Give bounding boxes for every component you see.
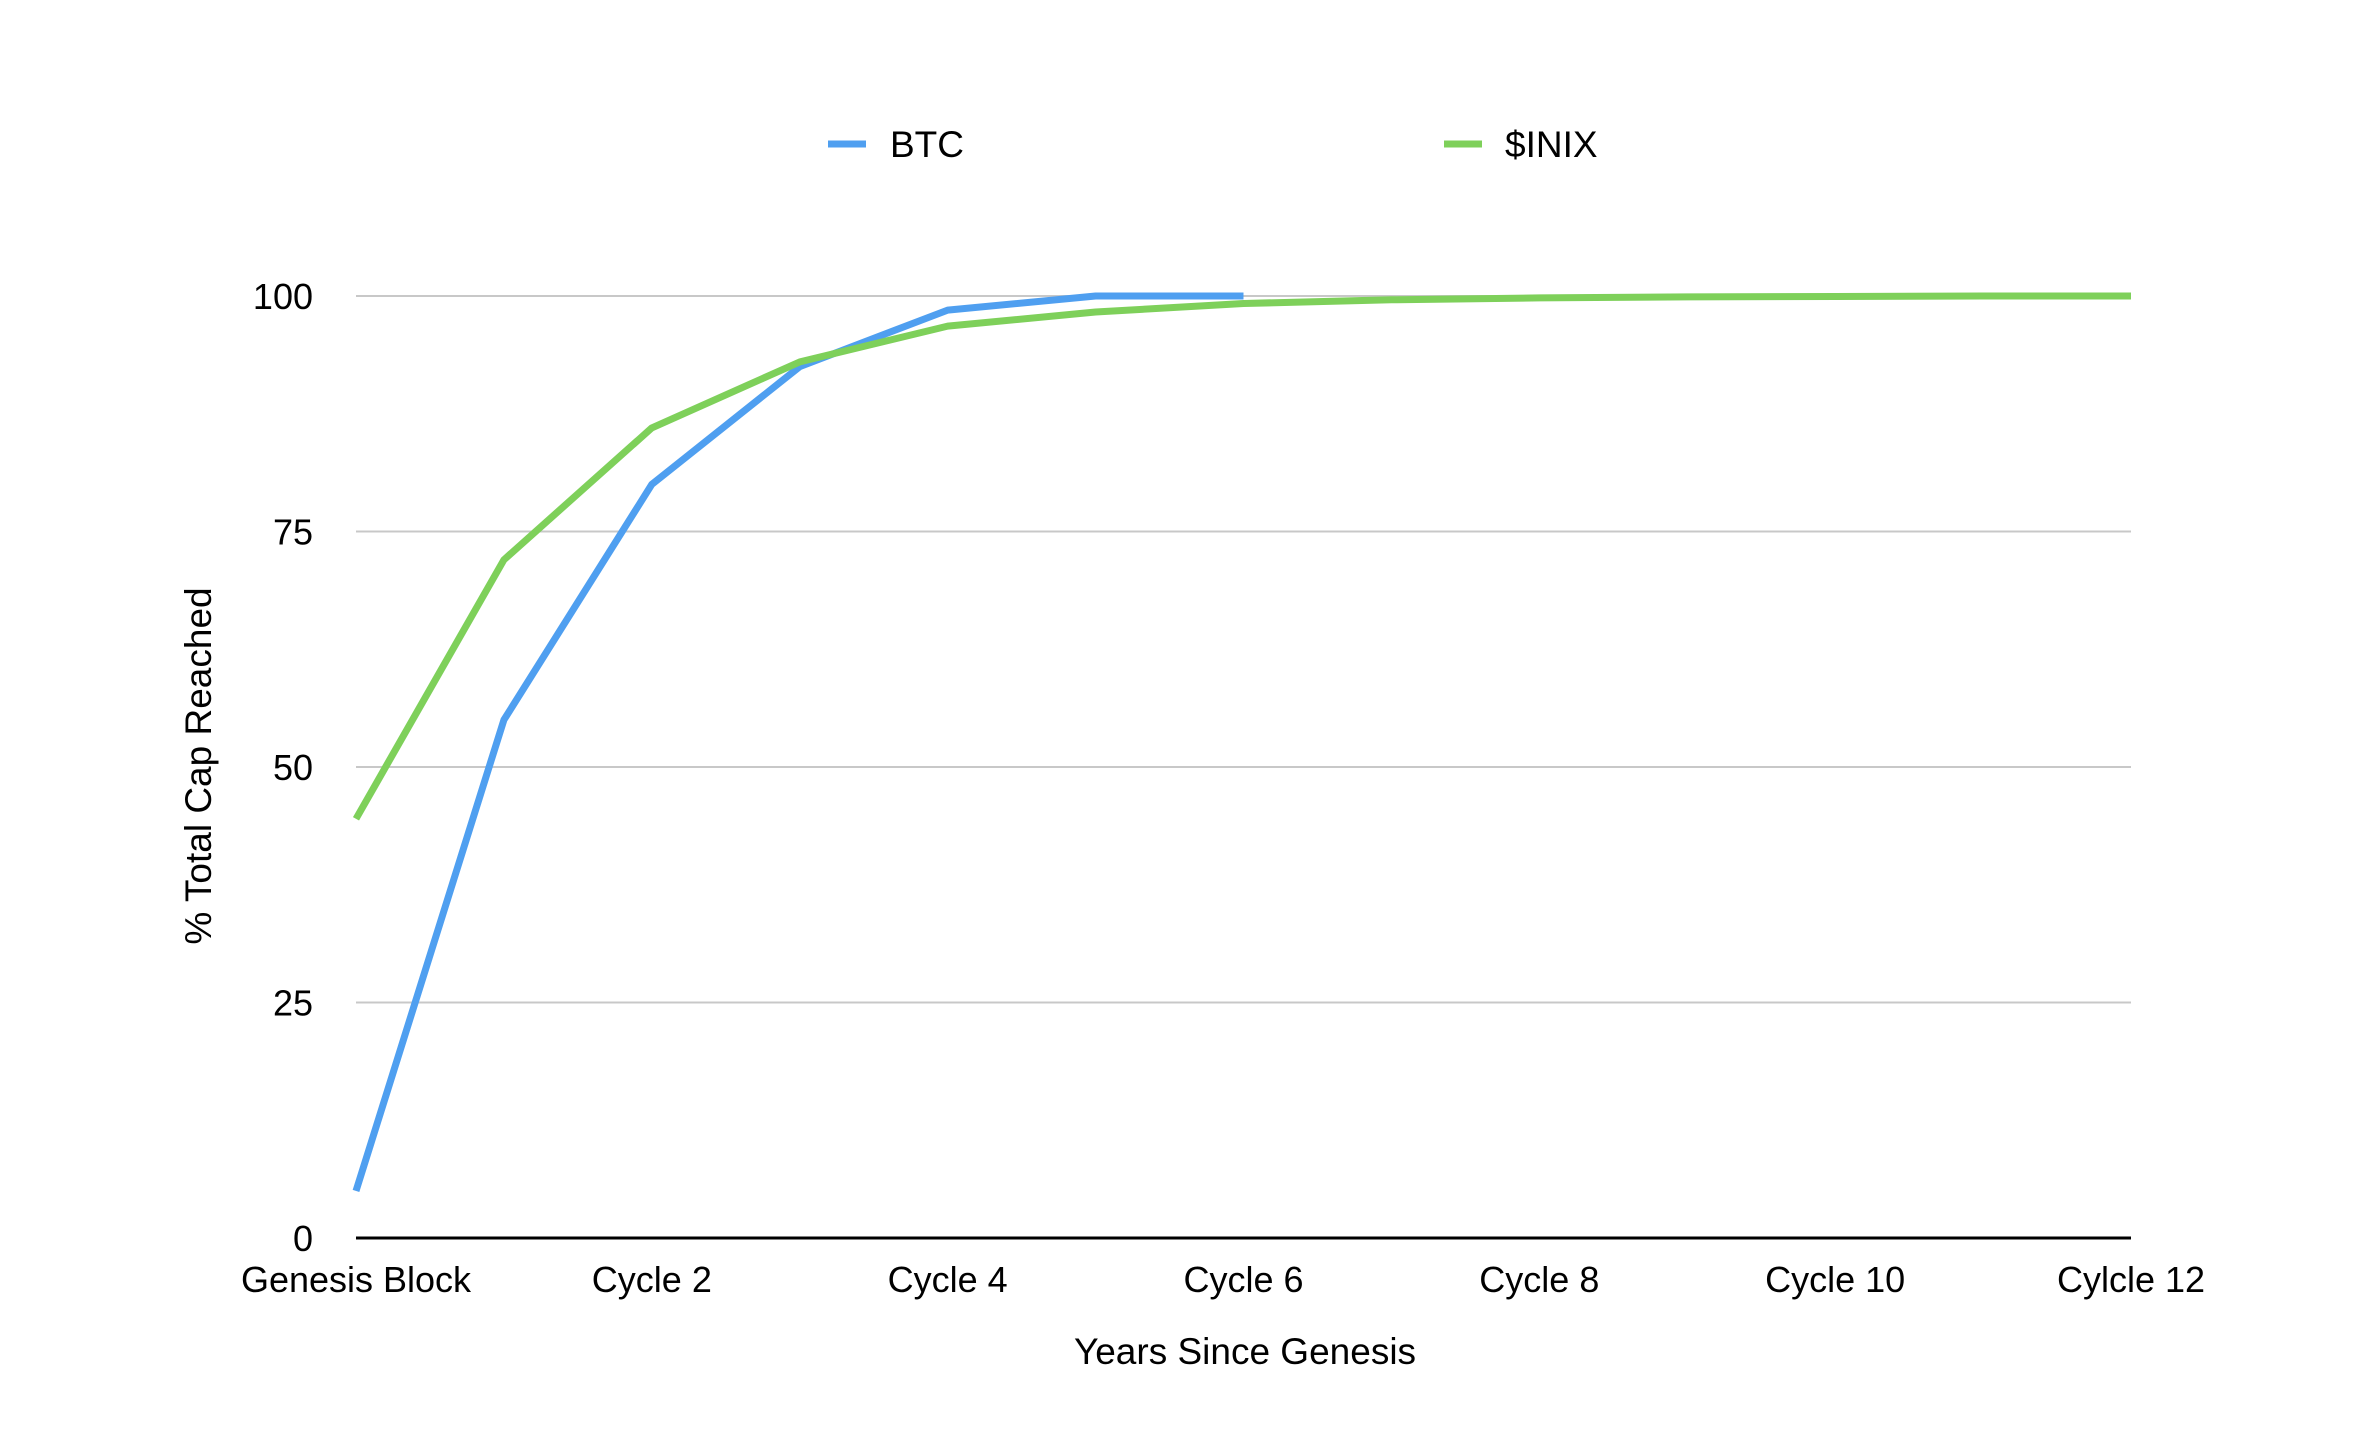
y-tick-label: 50 (273, 747, 313, 788)
x-tick-label: Cycle 8 (1479, 1259, 1599, 1300)
x-axis-tick-labels: Genesis Block Cycle 2 Cycle 4 Cycle 6 Cycle … (241, 1259, 2205, 1300)
legend-label-btc: BTC (890, 124, 964, 165)
x-tick-label: Genesis Block (241, 1259, 472, 1300)
x-axis-title: Years Since Genesis (1074, 1331, 1416, 1372)
series-line-inix (352, 292, 2131, 821)
series-line-btc (352, 292, 1244, 1192)
x-tick-label: Cycle 2 (592, 1259, 712, 1300)
x-tick-label: Cycle 4 (888, 1259, 1008, 1300)
y-tick-label: 75 (273, 512, 313, 553)
data-series (352, 292, 2131, 1192)
y-axis-tick-labels: 0 25 50 75 100 (253, 276, 313, 1259)
y-axis-title: % Total Cap Reached (178, 587, 219, 944)
y-tick-label: 100 (253, 276, 313, 317)
chart-legend: BTC $INIX (828, 124, 1598, 165)
y-tick-label: 0 (293, 1218, 313, 1259)
x-tick-label: Cycle 10 (1765, 1259, 1905, 1300)
gridlines (356, 295, 2131, 1004)
y-tick-label: 25 (273, 983, 313, 1024)
x-tick-label: Cycle 6 (1183, 1259, 1303, 1300)
x-tick-label: Cylcle 12 (2057, 1259, 2205, 1300)
legend-label-inix: $INIX (1505, 124, 1598, 165)
